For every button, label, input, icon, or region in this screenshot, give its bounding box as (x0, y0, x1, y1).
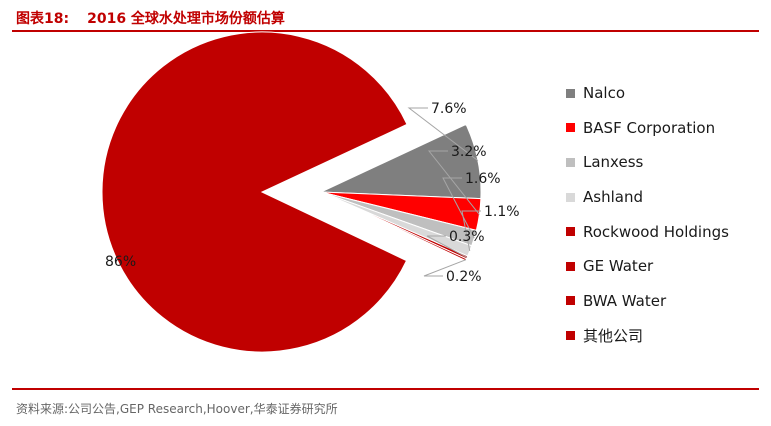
legend-label: BWA Water (583, 291, 667, 310)
legend-item-ge-water: GE Water (566, 249, 766, 284)
leader-line (426, 235, 468, 258)
legend-label: 其他公司 (583, 326, 644, 345)
legend-label: BASF Corporation (583, 118, 716, 137)
legend-label: Ashland (583, 188, 643, 207)
source-footer: 资料来源:公司公告,GEP Research,Hoover,华泰证券研究所 (12, 388, 759, 417)
legend-swatch (566, 261, 575, 271)
legend-item-nalco: Nalco (566, 76, 766, 111)
legend-swatch (566, 123, 575, 133)
chart-legend: Nalco BASF Corporation Lanxess Ashland Rockw… (566, 76, 766, 353)
pie-slice-series-7 (101, 31, 408, 353)
legend-label: Nalco (583, 84, 626, 103)
chart-title: 2016 全球水处理市场份额估算 (87, 11, 285, 27)
figure-number: 图表18: (16, 11, 70, 27)
legend-swatch (566, 157, 575, 167)
data-label-series-7: 86% (105, 254, 136, 270)
pie-slice-ge-water (320, 191, 468, 262)
data-label-basf-corporation: 3.2% (451, 144, 487, 160)
data-label-rockwood-holdings: 0.3% (449, 229, 485, 245)
legend-item-lanxess: Lanxess (566, 145, 766, 180)
legend-item-ashland: Ashland (566, 180, 766, 215)
source-note: 资料来源:公司公告,GEP Research,Hoover,华泰证券研究所 (16, 402, 338, 416)
leader-line (407, 107, 479, 161)
legend-swatch (566, 88, 575, 98)
legend-label: Lanxess (583, 153, 644, 172)
chart-header: 图表18: 2016 全球水处理市场份额估算 (12, 6, 759, 32)
legend-item-series-7: 其他公司 (566, 318, 766, 353)
legend-item-bwa-water: BWA Water (566, 284, 766, 319)
legend-item-basf-corporation: BASF Corporation (566, 111, 766, 146)
leader-line (461, 210, 481, 252)
data-label-lanxess: 1.6% (465, 171, 501, 187)
data-label-ge-water: 0.2% (446, 269, 482, 285)
legend-label: Rockwood Holdings (583, 222, 729, 241)
leader-line (427, 150, 480, 215)
legend-item-rockwood-holdings: Rockwood Holdings (566, 214, 766, 249)
data-label-nalco: 7.6% (431, 101, 467, 117)
data-label-ashland: 1.1% (484, 204, 520, 220)
legend-label: GE Water (583, 257, 654, 276)
leader-line (423, 259, 467, 277)
legend-swatch (566, 296, 575, 306)
legend-swatch (566, 227, 575, 237)
legend-swatch (566, 192, 575, 202)
legend-swatch (566, 330, 575, 340)
